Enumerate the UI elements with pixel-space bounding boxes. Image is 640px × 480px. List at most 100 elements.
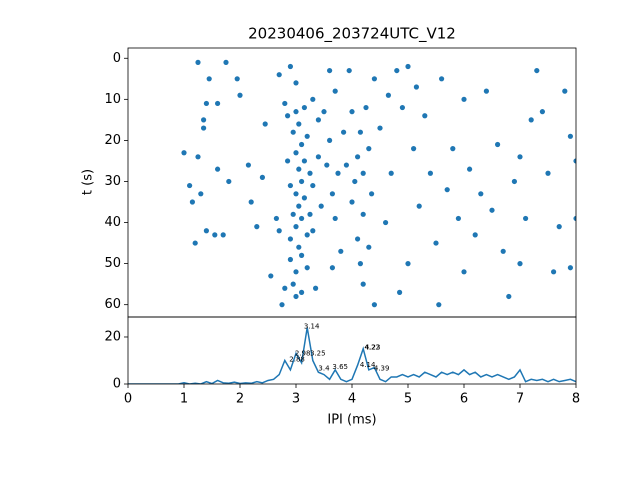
point — [301, 195, 307, 201]
annotation: 3.4 — [318, 365, 330, 373]
point — [245, 162, 251, 168]
point — [495, 141, 501, 148]
point — [500, 248, 506, 254]
annotation: 3.14 — [304, 322, 320, 330]
point — [489, 207, 495, 213]
point — [279, 302, 285, 308]
point — [290, 281, 296, 287]
y-tick-label: 0 — [113, 377, 121, 392]
point — [293, 80, 299, 86]
point — [223, 59, 229, 65]
point — [534, 67, 540, 74]
point — [439, 76, 445, 82]
point — [327, 137, 333, 144]
point — [329, 265, 335, 271]
point — [335, 170, 341, 176]
point — [299, 215, 305, 222]
point — [383, 219, 389, 226]
point — [304, 133, 310, 139]
point — [201, 125, 207, 131]
point — [346, 67, 352, 74]
point — [299, 178, 305, 185]
point — [304, 232, 310, 238]
point — [215, 166, 221, 172]
point — [517, 154, 523, 160]
point — [299, 289, 305, 295]
point — [307, 170, 313, 176]
point — [450, 146, 456, 152]
point — [422, 113, 428, 119]
point — [307, 211, 313, 217]
point — [436, 302, 442, 308]
point — [363, 104, 369, 111]
point — [338, 248, 344, 254]
point — [567, 133, 574, 139]
point — [332, 215, 338, 222]
point — [397, 289, 403, 295]
point — [539, 109, 546, 115]
point — [296, 203, 302, 209]
point — [360, 211, 366, 217]
point — [349, 199, 355, 205]
point — [296, 244, 302, 250]
point — [293, 224, 299, 230]
point — [324, 162, 330, 168]
point — [201, 117, 207, 123]
point — [562, 88, 568, 94]
axes-frame — [127, 316, 577, 385]
point — [427, 170, 433, 176]
point — [332, 88, 338, 94]
point — [461, 269, 467, 275]
point — [385, 92, 391, 98]
y-tick-label: 50 — [104, 256, 121, 271]
point — [282, 285, 288, 291]
point — [248, 199, 254, 205]
point — [203, 100, 209, 107]
point — [296, 121, 302, 127]
point — [285, 113, 291, 119]
x-tick-label: 1 — [180, 392, 188, 407]
x-tick-label: 7 — [516, 392, 524, 407]
y-tick-label: 20 — [104, 133, 121, 148]
point — [299, 141, 305, 148]
point — [349, 109, 355, 115]
x-tick-label: 2 — [236, 392, 244, 407]
x-tick-label: 4 — [348, 392, 356, 407]
point — [321, 109, 327, 115]
point — [226, 178, 232, 185]
point — [517, 261, 523, 267]
point — [357, 129, 363, 135]
point — [413, 84, 419, 90]
point — [189, 199, 195, 205]
point — [352, 178, 358, 185]
point — [405, 63, 411, 70]
point — [287, 63, 293, 70]
x-tick-label: 6 — [460, 392, 468, 407]
point — [366, 244, 372, 250]
point — [301, 104, 307, 111]
point — [293, 191, 299, 197]
point — [181, 150, 187, 156]
y-tick-label: 10 — [104, 92, 121, 107]
point — [483, 88, 489, 94]
point — [355, 154, 361, 160]
point — [310, 182, 316, 189]
annotation: 4.39 — [374, 365, 390, 373]
point — [254, 224, 260, 230]
point — [461, 96, 467, 102]
point — [573, 158, 576, 164]
annotation: 4.22 — [364, 344, 380, 352]
point — [287, 256, 293, 263]
point — [212, 232, 218, 238]
point — [273, 215, 279, 222]
y-axis-label: t (s) — [81, 169, 96, 195]
point — [467, 166, 473, 172]
point — [195, 59, 201, 65]
point — [192, 240, 198, 246]
point — [203, 228, 209, 234]
point — [433, 240, 439, 246]
point — [523, 215, 529, 222]
point — [206, 76, 212, 82]
point — [506, 293, 512, 300]
x-tick-label: 0 — [124, 392, 132, 407]
